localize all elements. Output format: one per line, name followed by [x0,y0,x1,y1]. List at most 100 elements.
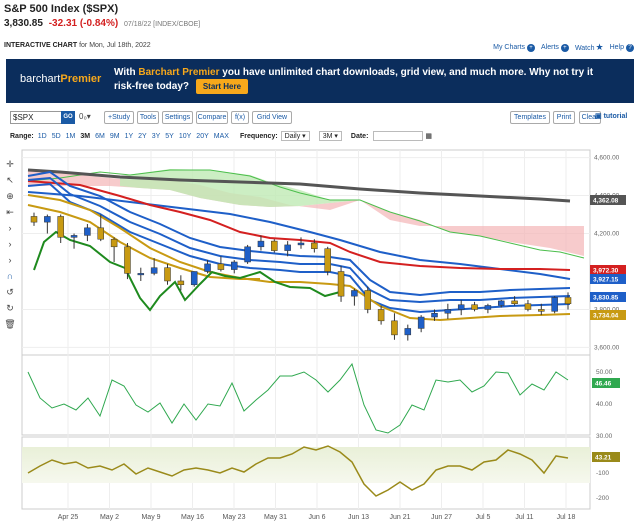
price-tag: 4,362.08 [590,195,626,205]
range-6m[interactable]: 6M [95,132,105,140]
premier-banner[interactable]: barchartPremier With Barchart Premier yo… [6,59,634,103]
range-5y[interactable]: 5Y [165,132,174,140]
candle [190,271,198,287]
date-input[interactable] [373,131,424,141]
range-10y[interactable]: 10Y [178,132,192,140]
plus-icon: + [527,43,536,52]
undo-icon[interactable]: ↺ [6,287,14,297]
help-icon: ? [626,43,634,52]
range-2y[interactable]: 2Y [138,132,147,140]
range-20y[interactable]: 20Y [196,132,209,140]
candle-body [404,328,412,336]
watch-link[interactable]: Watch★ [574,42,604,52]
templates-button[interactable]: Templates [510,111,550,124]
go-button[interactable]: GO [61,111,75,124]
price-tick-label: 4,200.00 [594,231,620,238]
clear-button[interactable]: Clear [579,111,601,124]
price-tag-label: 3,830.85 [593,295,619,302]
period-select[interactable]: 3M ▾ [318,131,342,141]
candle-body [177,280,185,286]
chikou-span-line [33,230,341,312]
keltner-mid [27,176,571,304]
redo-icon[interactable]: ↻ [6,303,14,313]
candle-body [471,304,478,310]
print-button[interactable]: Print [553,111,575,124]
x-axis-label: Jun 6 [308,514,325,521]
tutorial-link[interactable]: ▣ tutorial [595,113,628,120]
x-axis-label: May 9 [141,514,160,521]
candle [484,303,492,314]
alerts-link[interactable]: Alerts + [541,43,569,52]
indicator-2-last: 43.21 [595,455,612,462]
range-max[interactable]: MAX [213,132,229,140]
candle-body [44,216,51,223]
calendar-icon[interactable]: ▦ [425,133,433,140]
range-3y[interactable]: 3Y [151,132,161,140]
frequency-select[interactable]: Daily ▾ [280,131,310,141]
candle-body [190,271,198,286]
range-3m[interactable]: 3M [80,132,91,140]
x-axis-label: Jun 13 [348,514,369,521]
bar-arrow-icon[interactable]: ⇤ [6,207,14,217]
candle [44,214,51,234]
candle [57,214,64,244]
help-link[interactable]: Help? [610,43,634,52]
keltner-upper [27,170,571,297]
candle [551,296,558,314]
keltner-lower [27,182,571,314]
range-9m[interactable]: 9M [109,132,120,140]
quote-meta: 07/18/22 [INDEX/CBOE] [123,21,201,28]
candle [498,299,505,308]
video-icon: ▣ [595,113,602,120]
candle [471,301,478,312]
candle [30,212,38,226]
fx-button[interactable]: f(x) [231,111,249,124]
range-1y[interactable]: 1Y [124,132,134,140]
range-5d[interactable]: 5D [51,132,61,140]
trash-icon[interactable]: 🗑 [4,319,16,329]
options-dropdown[interactable]: 0₀▾ [79,112,91,121]
candle-body [204,263,211,272]
range-bar: Range: 1D 5D 1M 3M 6M 9M 1Y 2Y 3Y 5Y 10Y 20Y MAX Fre… [10,131,432,141]
x-axis-label: Jun 21 [389,514,410,521]
add-study-button[interactable]: +Study [104,111,134,124]
candle-body [124,246,131,274]
range-1d[interactable]: 1D [37,132,47,140]
settings-button[interactable]: Settings [162,111,193,124]
candle [150,258,158,276]
candle-body [511,300,518,304]
candle [297,237,305,249]
range-1m[interactable]: 1M [65,132,76,140]
candle [137,267,145,281]
arrow-right-icon[interactable]: › [8,239,12,249]
quote-header: S&P 500 Index ($SPX) 3,830.85 -32.31 (-0… [0,0,640,54]
indicator-2-tick: -200 [596,495,609,502]
compare-button[interactable]: Compare [196,111,228,124]
top-links: My Charts + Alerts + Watch★ Help? [493,42,634,53]
target-icon[interactable]: ⊕ [6,191,14,201]
candle [110,237,118,262]
chart-toolbar: $SPX GO 0₀▾ +Study Tools Settings Compar… [6,111,634,125]
tools-button[interactable]: Tools [137,111,159,124]
arrow-icon[interactable]: ↖ [6,175,14,185]
range-options: 1D 5D 1M 3M 6M 9M 1Y 2Y 3Y 5Y 10Y 20Y MAX [38,133,234,140]
candle [70,233,78,249]
start-here-button[interactable]: Start Here [195,79,249,94]
price-tag-label: 3,927.15 [593,277,619,284]
page-title: S&P 500 Index ($SPX) [4,3,119,15]
candle [538,303,545,316]
crosshair-icon[interactable]: ✛ [6,159,14,169]
magnet-icon[interactable]: ∩ [6,271,14,281]
arrow-right-icon[interactable]: › [8,223,12,233]
grid-view-button[interactable]: Grid View [252,111,292,124]
price-tag: 3,734.04 [590,310,626,320]
candle-body [244,246,251,263]
indicator-1-line [27,362,569,434]
arrow-right-icon[interactable]: › [8,255,12,265]
frequency-label: Frequency: [239,132,278,140]
candle-body [564,297,572,305]
my-charts-link[interactable]: My Charts + [493,43,536,52]
candle-body [324,248,331,272]
candlestick-series [30,212,572,341]
